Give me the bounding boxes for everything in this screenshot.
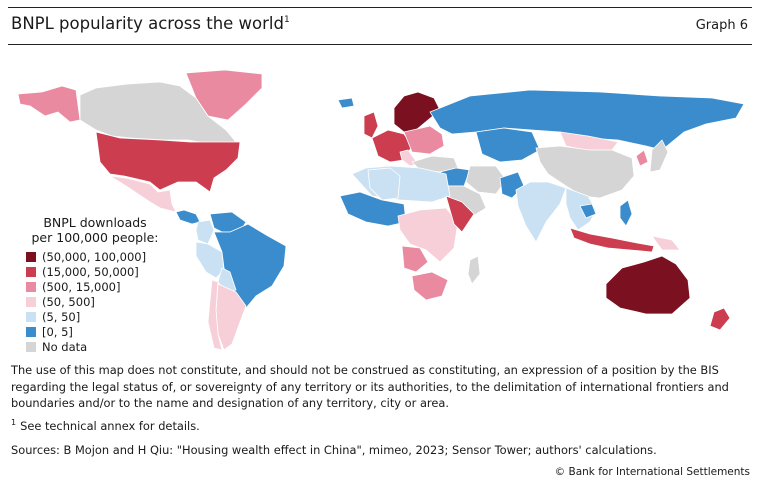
region-alaska — [17, 85, 81, 123]
region-new-zealand — [709, 307, 731, 331]
region-iran — [465, 165, 507, 195]
region-united-kingdom — [363, 111, 379, 139]
legend-swatch — [26, 266, 36, 277]
region-central-africa — [397, 207, 459, 263]
legend-item: No data — [26, 339, 164, 354]
region-united-states — [95, 131, 241, 193]
map-legend: BNPL downloads per 100,000 people: (50,0… — [26, 215, 164, 354]
graph-label: Graph 6 — [695, 18, 748, 33]
legend-title: BNPL downloads per 100,000 people: — [31, 215, 159, 245]
copyright-text: © Bank for International Settlements — [554, 466, 750, 478]
legend-item: (50, 500] — [26, 294, 164, 309]
legend-item: (5, 50] — [26, 309, 164, 324]
legend-item: (500, 15,000] — [26, 279, 164, 294]
top-rule — [8, 7, 752, 8]
region-angola — [401, 245, 429, 273]
legend-items: (50,000, 100,000] (15,000, 50,000] (500,… — [26, 249, 164, 354]
region-colombia — [195, 219, 215, 245]
region-cambodia — [579, 203, 597, 219]
region-japan — [649, 139, 669, 173]
region-iceland — [337, 97, 355, 109]
title-rule — [8, 44, 752, 45]
region-southeast-asia — [565, 187, 597, 231]
region-central-america — [175, 209, 201, 225]
region-eastern-europe — [403, 125, 445, 155]
region-mexico — [109, 175, 177, 213]
region-papua-new-guinea — [651, 235, 681, 251]
legend-swatch — [26, 326, 36, 337]
footnote: 1 See technical annex for details. — [11, 418, 200, 433]
legend-swatch — [26, 296, 36, 307]
legend-swatch — [26, 311, 36, 322]
region-algeria — [367, 167, 401, 201]
page-title: BNPL popularity across the world1 — [11, 14, 290, 33]
legend-swatch — [26, 251, 36, 262]
title-footnote-marker: 1 — [283, 15, 290, 25]
legend-item: (15,000, 50,000] — [26, 264, 164, 279]
legend-item: (50,000, 100,000] — [26, 249, 164, 264]
region-chile — [207, 279, 223, 351]
region-madagascar — [467, 255, 481, 285]
region-indonesia — [569, 227, 655, 253]
sources-text: Sources: B Mojon and H Qiu: "Housing wea… — [11, 443, 657, 457]
region-india — [515, 181, 567, 243]
region-south-africa — [411, 271, 449, 301]
legend-item: [0, 5] — [26, 324, 164, 339]
region-east-africa — [445, 195, 475, 233]
legend-swatch — [26, 281, 36, 292]
disclaimer-text: The use of this map does not constitute,… — [11, 363, 729, 410]
legend-swatch — [26, 341, 36, 352]
region-china — [535, 145, 635, 199]
region-korea — [635, 149, 649, 167]
region-australia — [605, 255, 691, 315]
region-philippines — [619, 199, 633, 227]
world-map — [17, 69, 745, 351]
footnote-marker: 1 — [11, 418, 17, 427]
region-kazakhstan — [475, 127, 541, 163]
